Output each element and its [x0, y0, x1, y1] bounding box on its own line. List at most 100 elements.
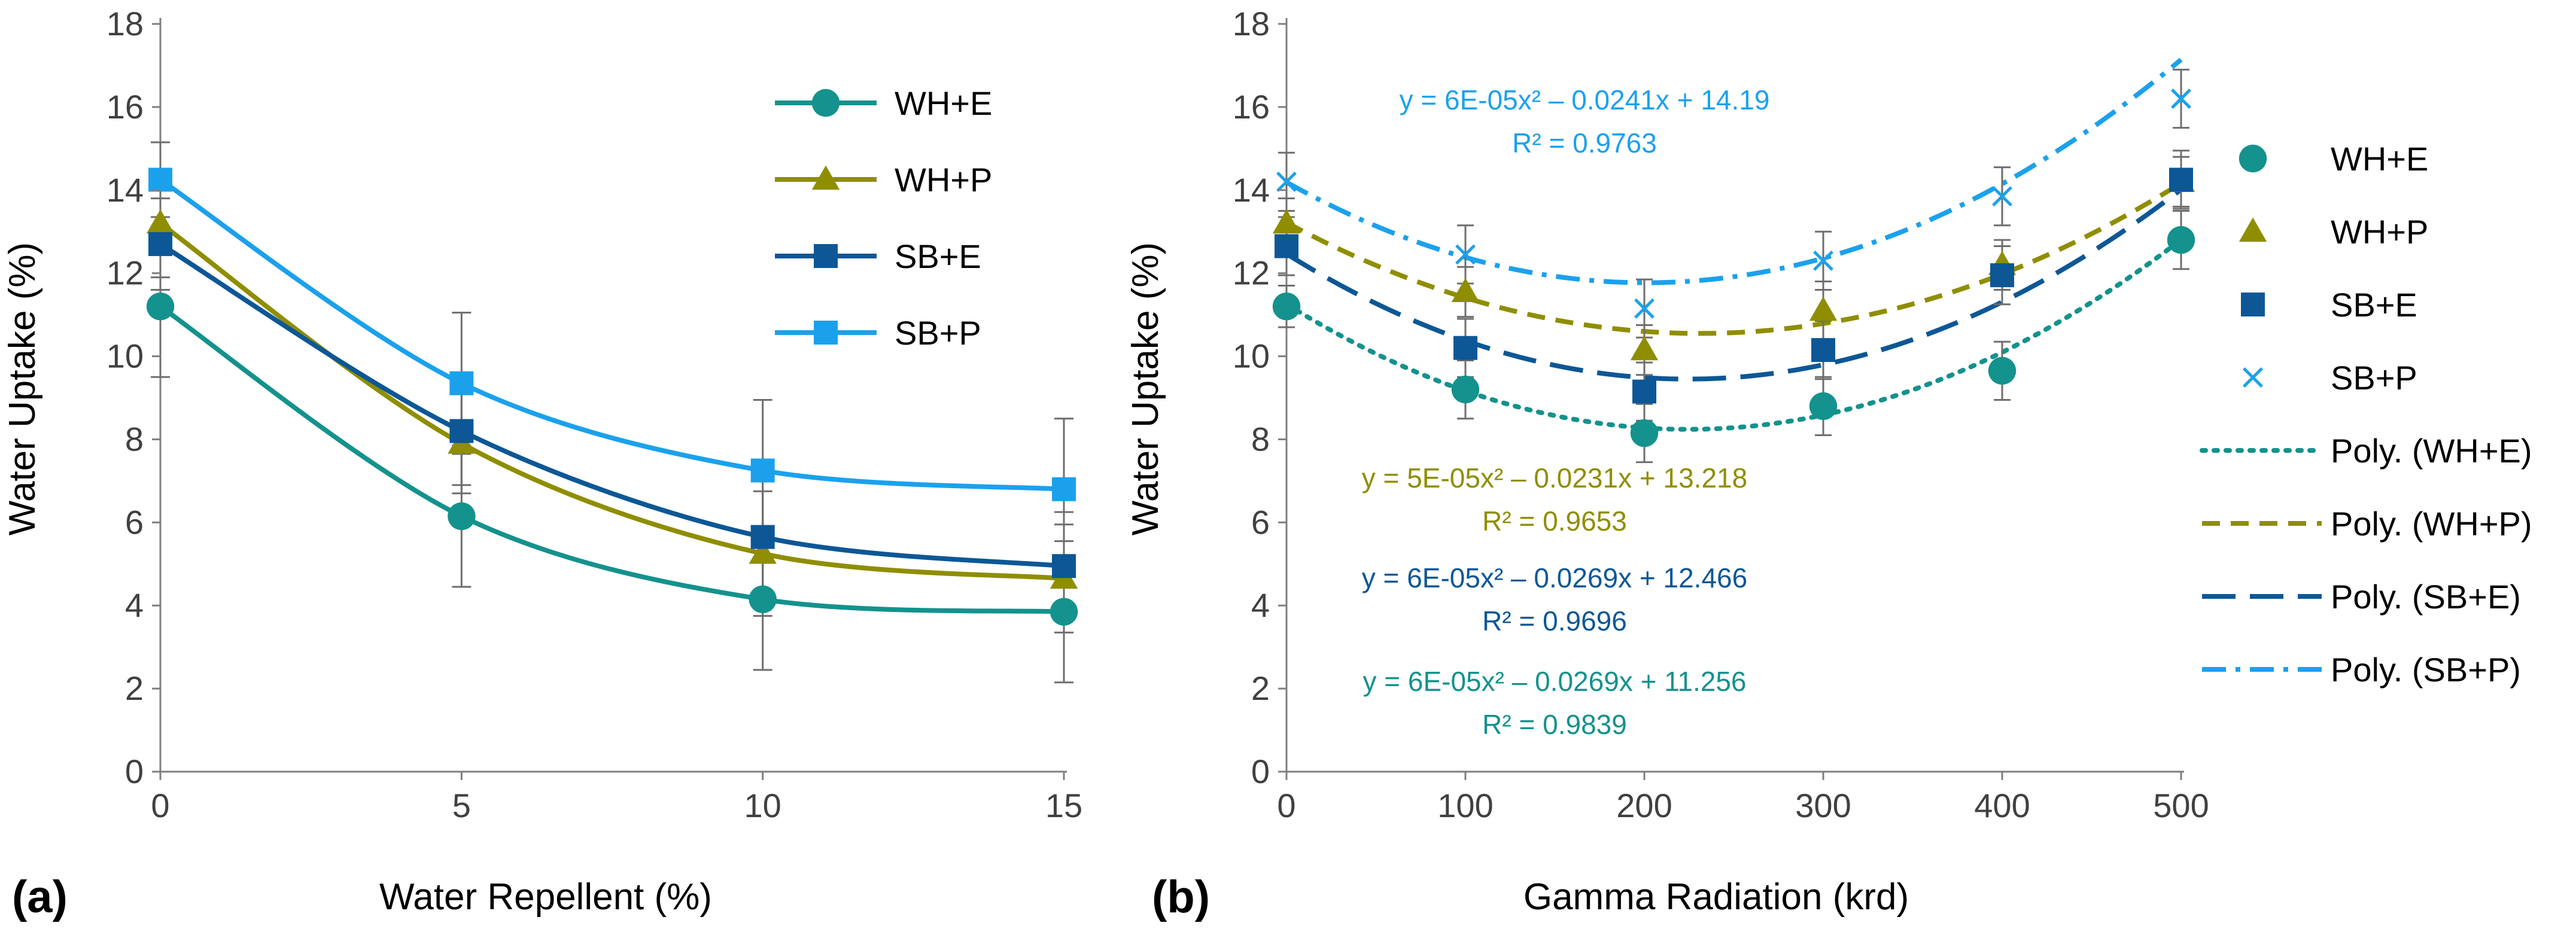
chart-b-point-sb-p — [2171, 89, 2191, 109]
chart-a-point-sb-e — [750, 525, 775, 549]
chart-b-x-tick-label: 200 — [1616, 787, 1672, 824]
chart-b-legend-item-poly-sb-e: Poly. (SB+E) — [2202, 578, 2521, 616]
chart-b-x-tick-label: 400 — [1974, 787, 2030, 824]
chart-b-trendline-poly-wh-e — [1284, 237, 2183, 432]
trendline-r2-wh-e: R² = 0.9839 — [1482, 709, 1627, 740]
chart-a-point-sb-p — [148, 167, 172, 192]
chart-a-y-axis-title: Water Uptake (%) — [2, 242, 43, 535]
chart-a-legend-item-sb-e: SB+E — [775, 237, 981, 275]
chart-b-x-tick-label: 500 — [2153, 787, 2209, 824]
chart-a-y-tick-label: 2 — [125, 669, 144, 707]
chart-b-legend-item-wh-e: WH+E — [2239, 140, 2428, 178]
chart-b-legend-label-wh-p: WH+P — [2331, 213, 2428, 251]
trendline-r2-sb-e: R² = 0.9696 — [1482, 605, 1627, 636]
chart-b-legend-label-wh-e: WH+E — [2331, 140, 2428, 178]
chart-b-point-wh-p — [1809, 296, 1838, 321]
chart-a-y-tick-label: 16 — [107, 88, 144, 126]
chart-b-x-tick-label: 300 — [1795, 787, 1851, 824]
chart-a-point-wh-e — [1050, 598, 1078, 626]
chart-a-legend-item-sb-p: SB+P — [775, 314, 981, 352]
chart-b-point-sb-p — [1276, 171, 1297, 192]
chart-a-x-axis-title: Water Repellent (%) — [379, 876, 712, 918]
chart-b-trendline-poly-sb-p — [1285, 57, 2183, 285]
chart-b-legend-marker-sb-e — [2241, 293, 2265, 316]
chart-a-y-tick-label: 4 — [125, 586, 144, 624]
chart-a-point-wh-p — [749, 539, 777, 564]
chart-b-point-wh-e — [1272, 293, 1301, 321]
chart-a-legend-item-wh-e: WH+E — [775, 84, 992, 122]
chart-b-legend-label-poly-sb-p: Poly. (SB+P) — [2331, 651, 2521, 689]
chart-b-point-sb-p — [1992, 186, 2012, 207]
chart-a-x-tick-label: 10 — [744, 787, 781, 824]
chart-b-legend-item-wh-p: WH+P — [2239, 213, 2428, 251]
trendline-r2-sb-p: R² = 0.9763 — [1512, 127, 1657, 159]
chart-a-point-sb-p — [1052, 477, 1076, 501]
chart-b-y-tick-label: 6 — [1251, 503, 1270, 541]
chart-b-point-wh-e — [1988, 357, 2017, 385]
chart-a-legend-marker-wh-p — [811, 165, 840, 190]
chart-a-series-line-wh-p — [159, 221, 1065, 581]
chart-b-trendline-poly-wh-p — [1285, 181, 2183, 336]
chart-a-point-wh-e — [146, 293, 175, 321]
chart-a-point-sb-e — [1052, 554, 1076, 578]
chart-b-legend-item-sb-p: SB+P — [2243, 359, 2417, 397]
chart-b-y-axis-title: Water Uptake (%) — [1125, 242, 1166, 535]
chart-b-legend-marker-sb-p — [2243, 367, 2263, 388]
chart-a-y-tick-label: 12 — [107, 254, 144, 292]
chart-a-point-sb-p — [449, 371, 474, 395]
chart-b-legend-marker-wh-p — [2239, 217, 2267, 242]
chart-b-y-tick-label: 10 — [1233, 337, 1270, 375]
chart-b-point-sb-p — [1455, 244, 1476, 265]
chart-a-x-tick-label: 5 — [452, 787, 471, 824]
chart-a-legend-marker-sb-e — [814, 244, 838, 268]
trendline-r2-wh-p: R² = 0.9653 — [1482, 505, 1627, 537]
chart-b-point-sb-e — [1632, 379, 1656, 404]
trendline-equation-sb-p: y = 6E-05x² – 0.0241x + 14.19 — [1400, 84, 1770, 115]
chart-b: 0 2 4 6 8 10 12 14 16 18 0 100 200 300 400 500 WH+E WH+P… — [1125, 5, 2532, 922]
chart-a-x-tick-label: 0 — [151, 787, 169, 824]
chart-b-legend-label-poly-sb-e: Poly. (SB+E) — [2331, 578, 2521, 616]
chart-a-point-sb-e — [148, 232, 172, 257]
chart-b-point-sb-e — [1990, 263, 2014, 288]
chart-a-point-sb-e — [449, 419, 474, 443]
trendline-equation-wh-e: y = 6E-05x² – 0.0269x + 11.256 — [1362, 666, 1746, 697]
chart-b-point-sb-e — [2169, 167, 2193, 192]
chart-b-panel-label: (b) — [1152, 872, 1210, 922]
chart-a-legend-label-wh-e: WH+E — [895, 84, 992, 122]
chart-b-point-sb-e — [1453, 336, 1477, 360]
chart-b-y-tick-label: 4 — [1251, 586, 1270, 624]
chart-b-y-tick-label: 8 — [1251, 420, 1270, 458]
chart-b-y-tick-label: 2 — [1251, 669, 1270, 707]
chart-b-legend-item-poly-wh-p: Poly. (WH+P) — [2202, 505, 2532, 543]
chart-b-legend-item-sb-e: SB+E — [2241, 286, 2417, 324]
chart-b-legend-item-poly-sb-p: Poly. (SB+P) — [2202, 651, 2521, 689]
chart-a-point-wh-p — [146, 209, 175, 234]
chart-a-y-tick-label: 18 — [107, 5, 144, 42]
chart-a-legend-label-sb-p: SB+P — [895, 314, 981, 352]
chart-b-y-tick-label: 14 — [1233, 171, 1270, 209]
chart-b-legend-label-poly-wh-e: Poly. (WH+E) — [2331, 432, 2532, 470]
chart-a-y-tick-label: 14 — [107, 171, 144, 209]
chart-a-series-line-wh-e — [159, 304, 1065, 614]
chart-b-point-sb-p — [1634, 298, 1655, 319]
chart-b-point-wh-e — [1809, 392, 1838, 421]
chart-b-y-tick-label: 12 — [1233, 254, 1270, 292]
chart-b-legend-label-poly-wh-p: Poly. (WH+P) — [2331, 505, 2532, 543]
chart-a-y-tick-label: 0 — [125, 753, 144, 790]
chart-b-y-tick-label: 16 — [1233, 88, 1270, 126]
chart-a-legend-marker-sb-p — [814, 321, 838, 345]
chart-a-point-sb-p — [750, 458, 775, 483]
chart-b-point-wh-e — [2167, 226, 2195, 254]
trendline-equation-wh-p: y = 5E-05x² – 0.0231x + 13.218 — [1362, 462, 1747, 494]
chart-b-point-sb-p — [1813, 250, 1833, 271]
chart-a-y-tick-label: 6 — [125, 503, 144, 541]
chart-b-y-tick-label: 18 — [1233, 5, 1270, 42]
chart-b-point-wh-e — [1630, 419, 1659, 447]
chart-a-panel-label: (a) — [12, 872, 68, 922]
chart-b-trendline-poly-sb-e — [1285, 187, 2183, 382]
chart-b-y-tick-label: 0 — [1251, 753, 1270, 790]
chart-b-point-wh-p — [1272, 209, 1301, 234]
chart-b-x-tick-label: 0 — [1277, 787, 1295, 824]
chart-a-legend-marker-wh-e — [811, 89, 840, 117]
